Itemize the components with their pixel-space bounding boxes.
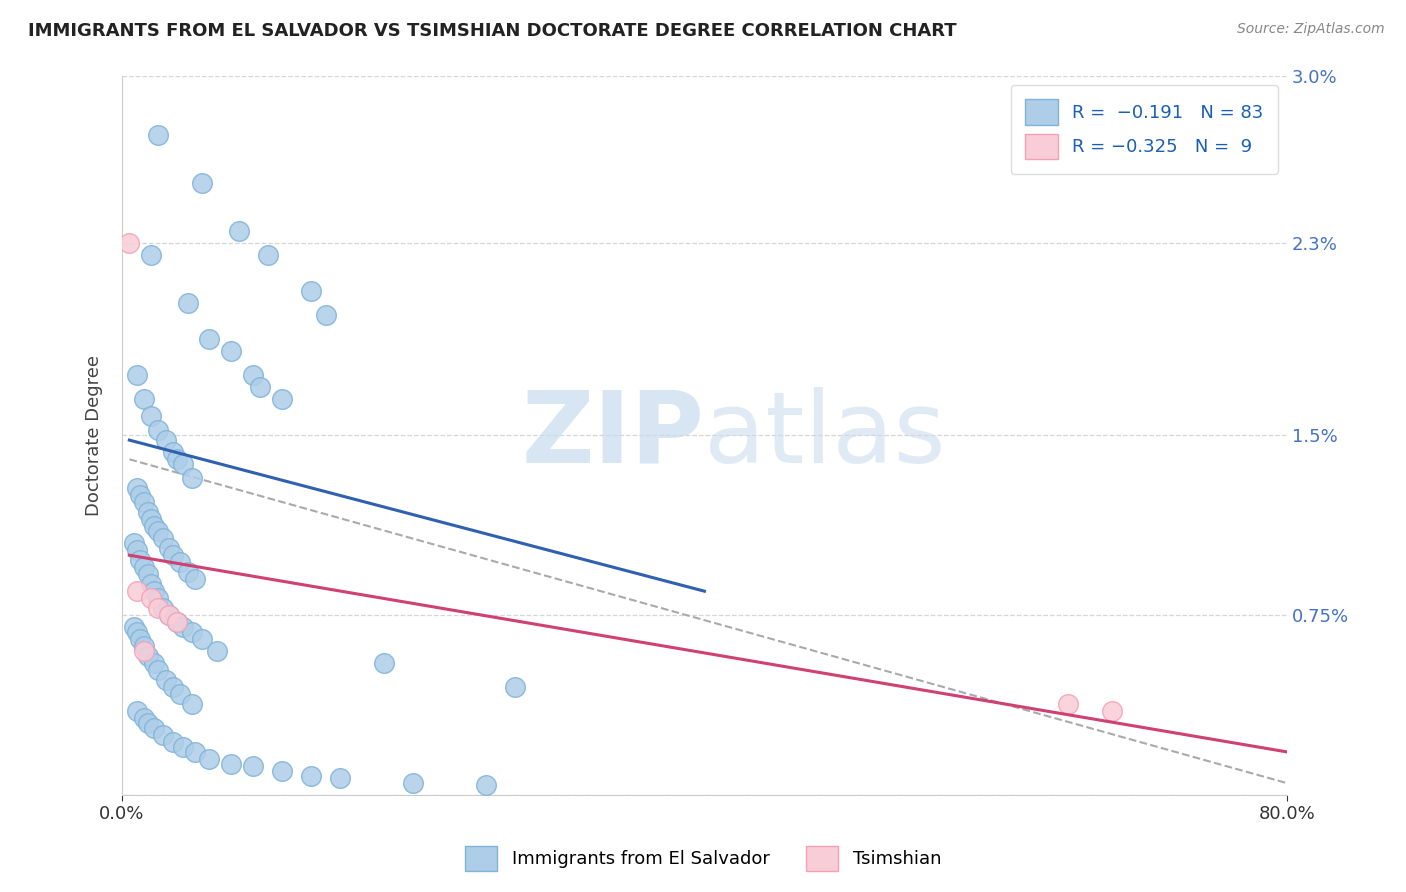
Point [157,608,180,623]
Point [143,584,166,599]
Text: IMMIGRANTS FROM EL SALVADOR VS TSIMSHIAN DOCTORATE DEGREE CORRELATION CHART: IMMIGRANTS FROM EL SALVADOR VS TSIMSHIAN… [28,22,956,40]
Point [169,687,191,701]
Point [1057,697,1080,711]
Point [1101,704,1123,718]
Point [132,560,155,574]
Point [152,728,174,742]
Point [132,495,155,509]
Legend: R =  −0.191   N = 83, R = −0.325   N =  9: R = −0.191 N = 83, R = −0.325 N = 9 [1011,85,1278,174]
Point [141,577,163,591]
Point [148,524,170,539]
Point [299,769,322,783]
Point [475,779,498,793]
Point [169,556,191,570]
Point [256,248,278,262]
Point [141,248,163,262]
Point [162,548,184,562]
Point [181,624,204,639]
Point [148,424,170,438]
Point [249,380,271,394]
Point [157,608,180,623]
Point [143,519,166,533]
Point [125,704,148,718]
Point [299,285,322,299]
Point [271,764,294,778]
Point [162,445,184,459]
Point [141,512,163,526]
Point [503,680,526,694]
Point [402,776,425,790]
Point [198,332,221,346]
Text: atlas: atlas [704,387,946,483]
Point [157,541,180,555]
Point [136,716,159,731]
Point [155,673,177,687]
Point [271,392,294,407]
Point [373,656,395,670]
Point [152,601,174,615]
Point [166,615,188,630]
Point [172,740,194,755]
Point [125,481,148,495]
Point [125,584,148,599]
Point [172,457,194,471]
Point [128,488,150,502]
Point [191,632,214,647]
Point [132,640,155,654]
Point [205,644,228,658]
Y-axis label: Doctorate Degree: Doctorate Degree [86,355,103,516]
Point [184,745,207,759]
Point [242,759,264,773]
Point [198,752,221,766]
Point [148,591,170,606]
Point [219,344,242,359]
Point [242,368,264,383]
Point [315,309,337,323]
Point [181,697,204,711]
Point [162,680,184,694]
Point [125,624,148,639]
Point [155,433,177,447]
Point [172,620,194,634]
Point [136,567,159,582]
Point [128,632,150,647]
Point [141,591,163,606]
Point [136,505,159,519]
Point [132,711,155,725]
Point [143,721,166,735]
Point [181,471,204,485]
Text: ZIP: ZIP [522,387,704,483]
Point [176,565,198,579]
Point [162,735,184,749]
Legend: Immigrants from El Salvador, Tsimshian: Immigrants from El Salvador, Tsimshian [457,838,949,879]
Point [132,392,155,407]
Point [219,756,242,771]
Text: Source: ZipAtlas.com: Source: ZipAtlas.com [1237,22,1385,37]
Point [122,536,145,550]
Point [148,128,170,143]
Point [143,656,166,670]
Point [228,224,250,238]
Point [148,601,170,615]
Point [122,620,145,634]
Point [125,543,148,558]
Point [184,572,207,586]
Point [148,664,170,678]
Point [125,368,148,383]
Point [141,409,163,423]
Point [132,644,155,658]
Point [128,553,150,567]
Point [191,177,214,191]
Point [118,236,141,251]
Point [166,452,188,467]
Point [166,615,188,630]
Point [152,532,174,546]
Point [136,648,159,663]
Point [329,772,352,786]
Point [176,296,198,310]
